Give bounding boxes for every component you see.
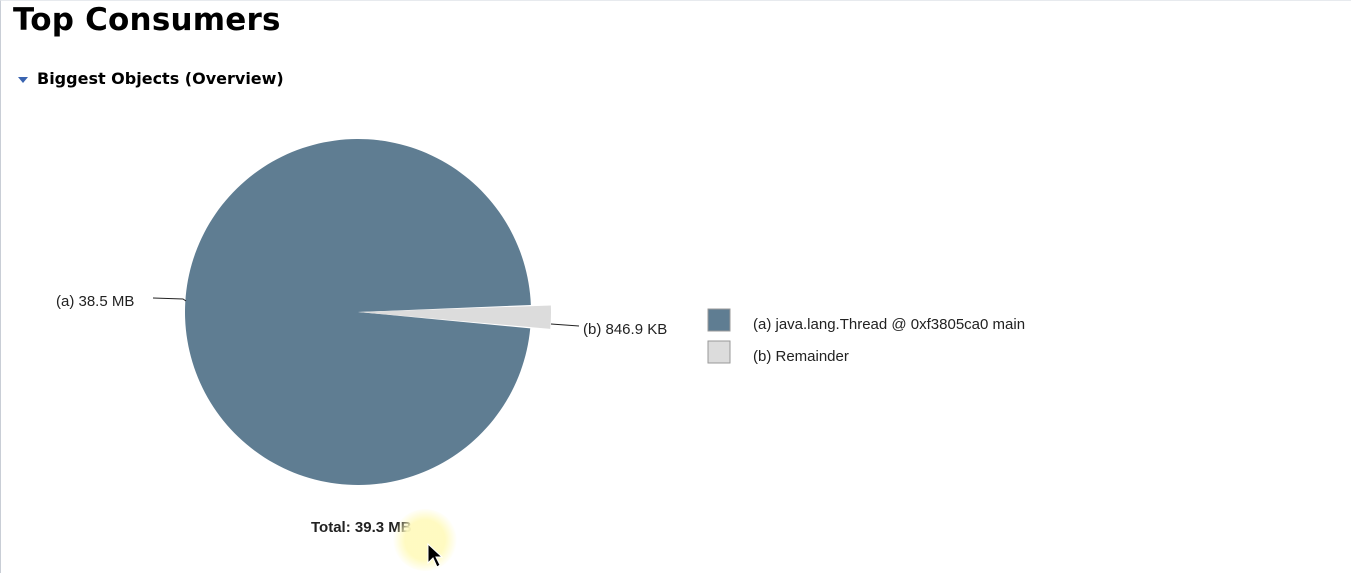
mouse-pointer-icon [427,543,443,568]
leader-line-b [550,323,580,327]
section-header-biggest-objects[interactable]: Biggest Objects (Overview) [17,67,284,89]
cursor-highlight [393,509,457,571]
legend-label-a: (a) java.lang.Thread @ 0xf3805ca0 main [753,316,1025,333]
triangle-down-icon[interactable] [17,74,29,86]
pie-slice-b[interactable] [358,305,551,329]
leader-line-a [152,297,187,302]
slice-label-b: (b) 846.9 KB [583,321,667,338]
page-title: Top Consumers [13,2,281,38]
legend-label-b: (b) Remainder [753,348,849,365]
slice-label-a: (a) 38.5 MB [56,293,134,310]
legend-swatch-b [707,340,731,364]
section-title: Biggest Objects (Overview) [37,68,284,88]
pie-slice-a[interactable] [184,138,531,485]
total-label: Total: 39.3 MB [311,519,412,536]
legend-swatch-a [707,308,731,332]
